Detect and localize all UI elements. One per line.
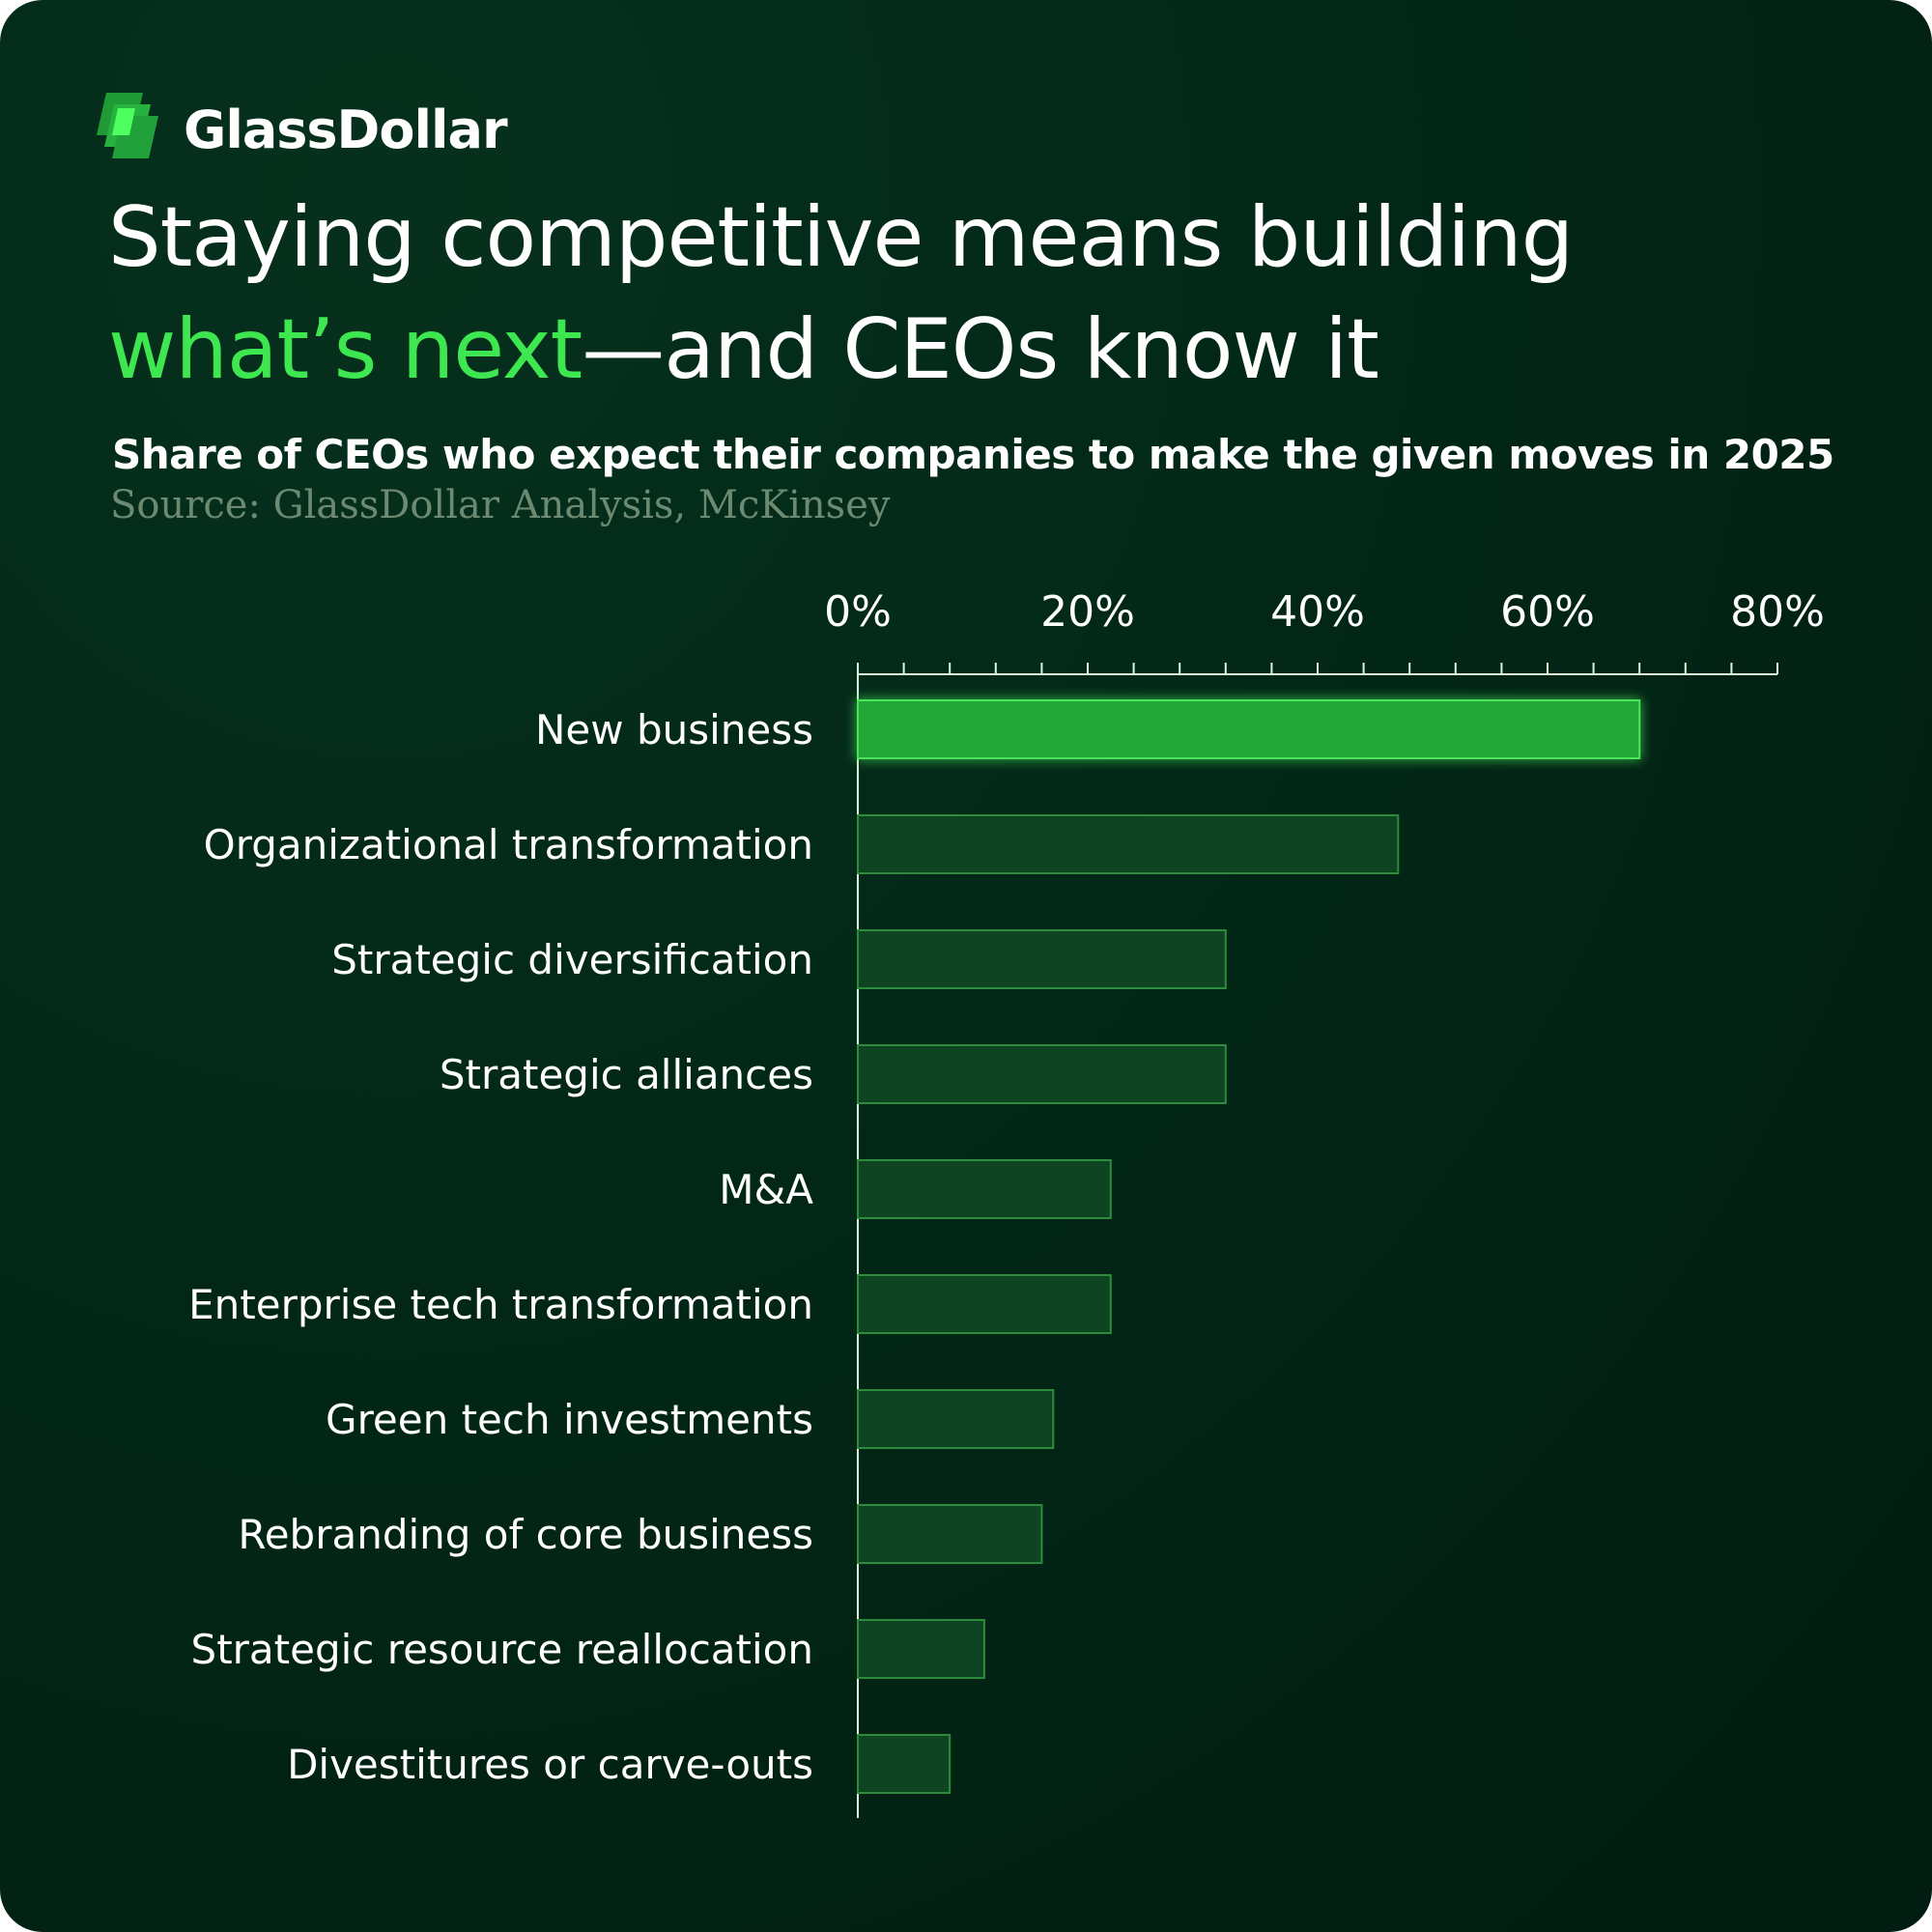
category-label: Strategic resource reallocation [191,1626,813,1673]
category-label: Strategic alliances [440,1051,813,1098]
category-label: M&A [719,1166,813,1213]
bar [857,1159,1112,1219]
bar [857,699,1641,759]
headline-line1: Staying competitive means building [108,189,1574,286]
category-label: Rebranding of core business [238,1511,813,1558]
headline: Staying competitive means building what’… [108,182,1866,406]
x-tick-label: 60% [1500,587,1595,637]
bar [857,929,1227,989]
bar [857,1389,1055,1449]
category-label: Green tech investments [326,1396,813,1443]
brand: GlassDollar [89,91,508,168]
chart-title: Share of CEOs who expect their companies… [112,431,1834,478]
brand-name: GlassDollar [184,99,508,160]
x-tick-label: 0% [824,587,892,637]
bar [857,1274,1112,1334]
headline-rest: —and CEOs know it [582,301,1379,398]
category-label: Enterprise tech transformation [188,1281,813,1328]
category-label: Organizational transformation [204,821,813,868]
category-label: New business [535,706,813,753]
category-label: Strategic diversification [331,936,813,983]
bar [857,1044,1227,1104]
chart-source: Source: GlassDollar Analysis, McKinsey [110,483,891,527]
bar [857,1734,952,1794]
x-tick-label: 80% [1730,587,1825,637]
bar [857,1504,1043,1564]
category-label: Divestitures or carve-outs [287,1741,813,1788]
x-tick-label: 40% [1270,587,1365,637]
glass-stack-icon [97,93,158,158]
bar [857,814,1400,874]
headline-accent: what’s next [108,301,582,398]
x-tick-label: 20% [1040,587,1135,637]
bar [857,1619,985,1679]
